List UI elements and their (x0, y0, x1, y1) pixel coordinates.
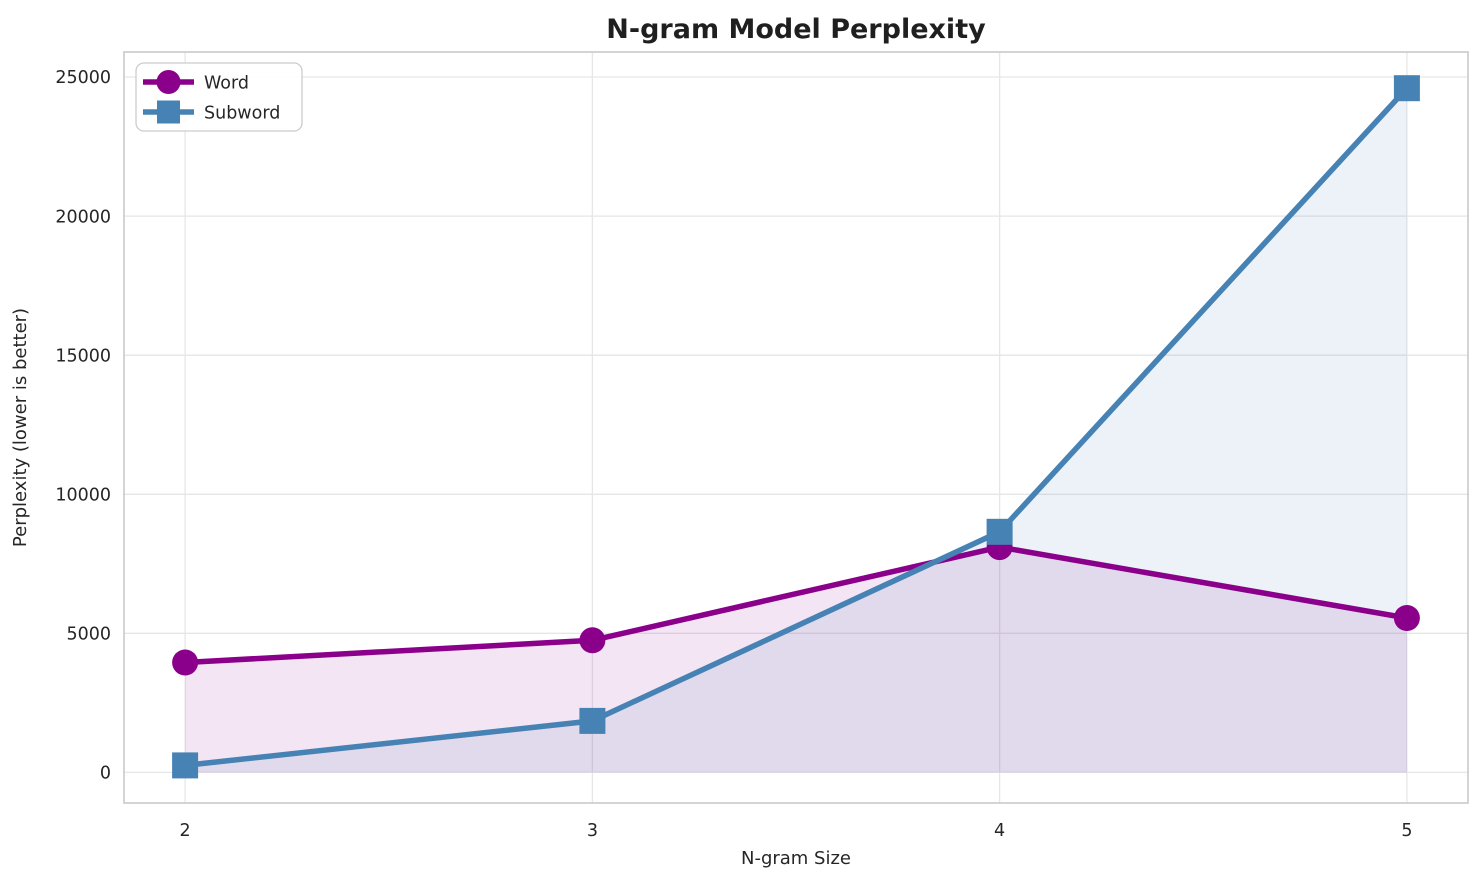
y-tick-label: 0 (100, 764, 111, 784)
legend-label-word: Word (204, 74, 249, 94)
y-axis-label: Perplexity (lower is better) (10, 308, 31, 547)
word-marker-icon (172, 649, 199, 676)
subword-area-fill (185, 88, 1407, 773)
subword-marker-icon (172, 752, 199, 779)
x-tick-label: 4 (994, 821, 1005, 841)
y-tick-label: 20000 (55, 207, 111, 227)
grid-layer (124, 52, 1468, 803)
x-axis-label: N-gram Size (741, 848, 851, 869)
legend-label-subword: Subword (204, 104, 280, 124)
subword-marker-icon (579, 707, 606, 734)
y-tick-label: 15000 (55, 346, 111, 366)
y-tick-label: 10000 (55, 486, 111, 506)
word-marker-icon (1393, 605, 1420, 631)
y-tick-label: 25000 (55, 68, 111, 88)
legend-item-word: Word (143, 70, 249, 94)
plot-border (123, 51, 1469, 804)
y-tick-label: 5000 (66, 625, 111, 645)
tick-layer: 2 3 4 5 0 5000 10000 15000 20000 25000 (55, 68, 1412, 841)
legend-item-subword: Subword (143, 100, 280, 124)
subword-series (172, 75, 1420, 779)
subword-square-marker-icon (157, 100, 180, 124)
fill-layer (185, 88, 1407, 773)
subword-line (184, 86, 1409, 769)
word-marker-icon (579, 627, 606, 654)
x-tick-label: 2 (180, 821, 191, 841)
word-circle-marker-icon (156, 70, 181, 94)
word-area-fill (185, 547, 1407, 773)
series-layer (172, 75, 1420, 779)
word-line (184, 544, 1408, 666)
subword-marker-icon (1393, 75, 1420, 102)
chart-title: N-gram Model Perplexity (606, 14, 986, 45)
x-tick-label: 5 (1401, 821, 1412, 841)
subword-marker-icon (986, 518, 1013, 545)
legend: Word Subword (135, 62, 303, 132)
x-tick-label: 3 (587, 821, 598, 841)
